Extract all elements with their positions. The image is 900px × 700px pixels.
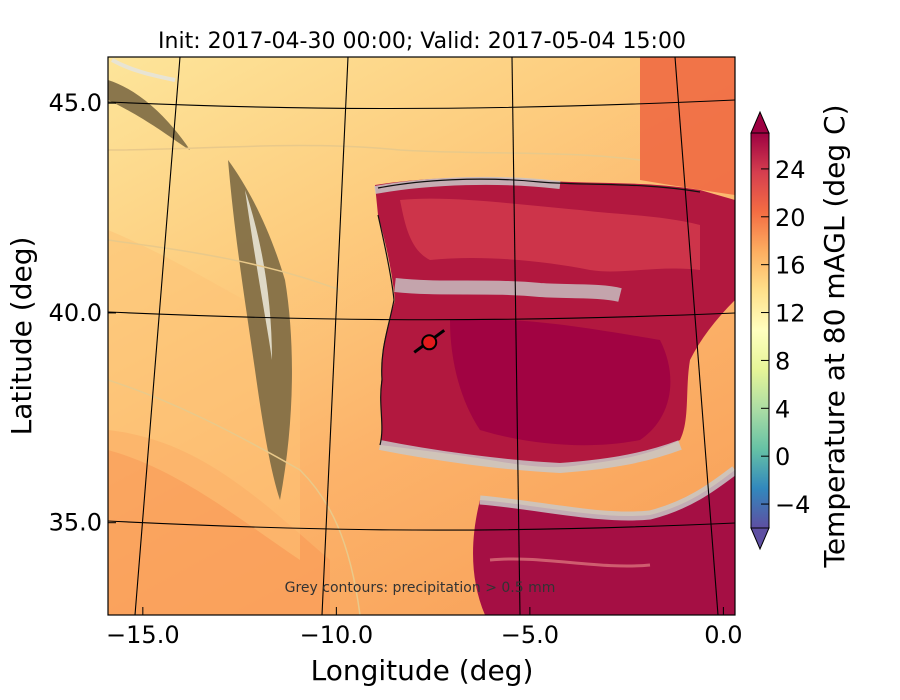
precip-band-central	[394, 278, 622, 302]
x-tick-label: −5.0	[501, 621, 559, 649]
colorbar-tick-label: 12	[775, 300, 806, 328]
colorbar-tick-label: 24	[775, 156, 806, 184]
africa-contour	[489, 557, 651, 568]
marker-dot	[421, 334, 438, 351]
colorbar-tick-label: 16	[775, 252, 806, 280]
ocean-contour-3	[108, 379, 361, 615]
y-axis: 35.0 40.0 45.0	[49, 89, 116, 537]
iberia-north-region	[400, 198, 700, 272]
colorbar-tick-label: 0	[775, 443, 790, 471]
x-tick-label: 0.0	[704, 621, 742, 649]
atlantic-precip-streak-c	[111, 58, 176, 82]
graticule	[108, 57, 735, 615]
colorbar-label: Temperature at 80 mAGL (deg C)	[818, 104, 851, 568]
colorbar-tick-label: 4	[775, 395, 790, 423]
ocean-contour-1	[108, 144, 641, 161]
colorbar-min-extend	[750, 527, 770, 551]
meridian-0	[674, 57, 719, 615]
location-marker	[413, 329, 446, 354]
colorbar-tick-label: 8	[775, 347, 790, 375]
ocean-warm-band	[108, 430, 330, 615]
x-tick-label: −10.0	[300, 621, 374, 649]
coastline-west	[377, 214, 395, 446]
iberia-hot-core	[450, 319, 671, 446]
y-tick-label: 45.0	[49, 89, 102, 117]
atlantic-precip-streak-b	[108, 80, 190, 150]
france-warm-region	[640, 57, 735, 195]
precip-band-south	[379, 440, 682, 474]
colorbar-tick-label: −4	[775, 491, 810, 519]
precip-band-north	[374, 176, 561, 194]
colorbar-max-extend	[750, 110, 770, 134]
ocean-contour-2	[108, 239, 341, 291]
chart-title: Init: 2017-04-30 00:00; Valid: 2017-05-0…	[158, 29, 686, 54]
colorbar: −4 0 4 8 12 16 20 24 Temperature at 80 mAGL (de…	[750, 104, 851, 569]
parallel-45	[108, 99, 735, 110]
atlantic-precip-streak-a	[228, 160, 292, 500]
y-axis-label: Latitude (deg)	[5, 237, 38, 436]
y-tick-label: 35.0	[49, 509, 102, 537]
parallel-40	[108, 311, 735, 321]
x-axis: −15.0 −10.0 −5.0 0.0	[106, 607, 742, 649]
colorbar-bar	[750, 132, 770, 529]
colorbar-tick-label: 20	[775, 204, 806, 232]
precip-annotation: Grey contours: precipitation > 0.5 mm	[285, 580, 556, 596]
y-tick-label: 40.0	[49, 299, 102, 327]
meridian-m10	[321, 57, 349, 615]
x-tick-label: −15.0	[106, 621, 180, 649]
coastline-north	[377, 178, 701, 193]
atlantic-precip-streak-a-core	[245, 190, 272, 360]
meridian-m15	[134, 57, 181, 615]
north-africa-land	[473, 470, 735, 615]
plot-frame	[107, 56, 736, 616]
parallel-35	[108, 520, 735, 531]
x-axis-label: Longitude (deg)	[311, 654, 534, 687]
meridian-m5	[511, 57, 521, 615]
colorbar-ticks: −4 0 4 8 12 16 20 24	[761, 156, 810, 519]
precip-band-africa	[479, 466, 735, 521]
map-area	[108, 57, 735, 615]
